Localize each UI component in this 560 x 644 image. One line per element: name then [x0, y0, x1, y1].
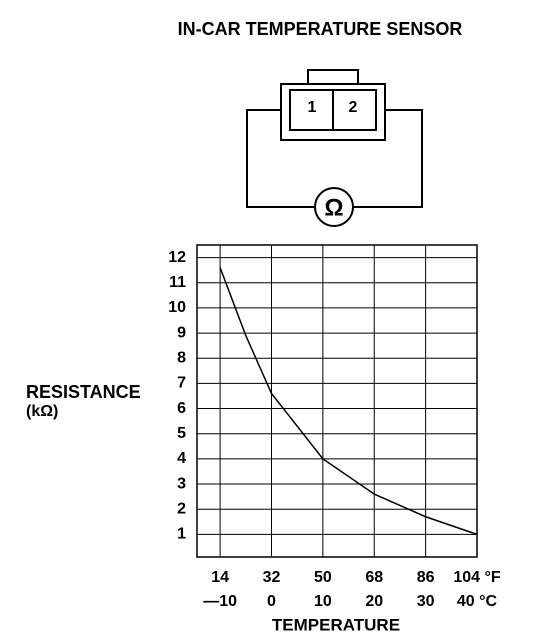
data-line	[219, 267, 478, 536]
x-tick-label-c: 0	[267, 593, 276, 610]
x-tick-label-c: 30	[417, 593, 435, 610]
pin-label: 1	[308, 99, 317, 116]
y-tick-label: 9	[177, 324, 186, 341]
y-axis-label: RESISTANCE	[26, 382, 141, 402]
x-tick-label-c: 10	[314, 593, 332, 610]
plot-frame	[196, 244, 478, 558]
wire	[246, 109, 315, 208]
y-tick-label: 4	[177, 450, 186, 467]
pin-label: 2	[349, 99, 358, 116]
y-tick-label: 12	[168, 249, 186, 266]
x-tick-label-f: 104 °F	[453, 569, 501, 586]
y-tick-label: 6	[177, 400, 186, 417]
x-tick-label-c: 20	[365, 593, 383, 610]
connector-latch	[307, 69, 359, 85]
meter-symbol: Ω	[324, 194, 343, 221]
x-axis-label: TEMPERATURE	[272, 615, 400, 634]
y-tick-label: 10	[168, 299, 186, 316]
x-tick-label-f: 68	[365, 569, 383, 586]
wire	[353, 109, 423, 208]
x-tick-label-f: 86	[417, 569, 435, 586]
x-tick-label-c: 40 °C	[457, 593, 498, 610]
title: IN-CAR TEMPERATURE SENSOR	[178, 19, 463, 39]
y-axis-unit: (kΩ)	[26, 403, 58, 420]
x-tick-label-f: 14	[211, 569, 229, 586]
y-tick-label: 8	[177, 349, 186, 366]
connector-diagram	[246, 69, 423, 227]
x-tick-label-f: 32	[263, 569, 281, 586]
ohmmeter	[314, 187, 354, 227]
x-tick-label-c: —10	[203, 593, 237, 610]
y-tick-label: 11	[169, 274, 186, 291]
y-tick-label: 3	[177, 475, 186, 492]
y-tick-label: 1	[177, 526, 186, 543]
connector-body	[280, 83, 386, 141]
x-tick-label-f: 50	[314, 569, 332, 586]
y-tick-label: 2	[177, 500, 186, 517]
y-tick-label: 7	[177, 375, 186, 392]
y-tick-label: 5	[177, 425, 186, 442]
